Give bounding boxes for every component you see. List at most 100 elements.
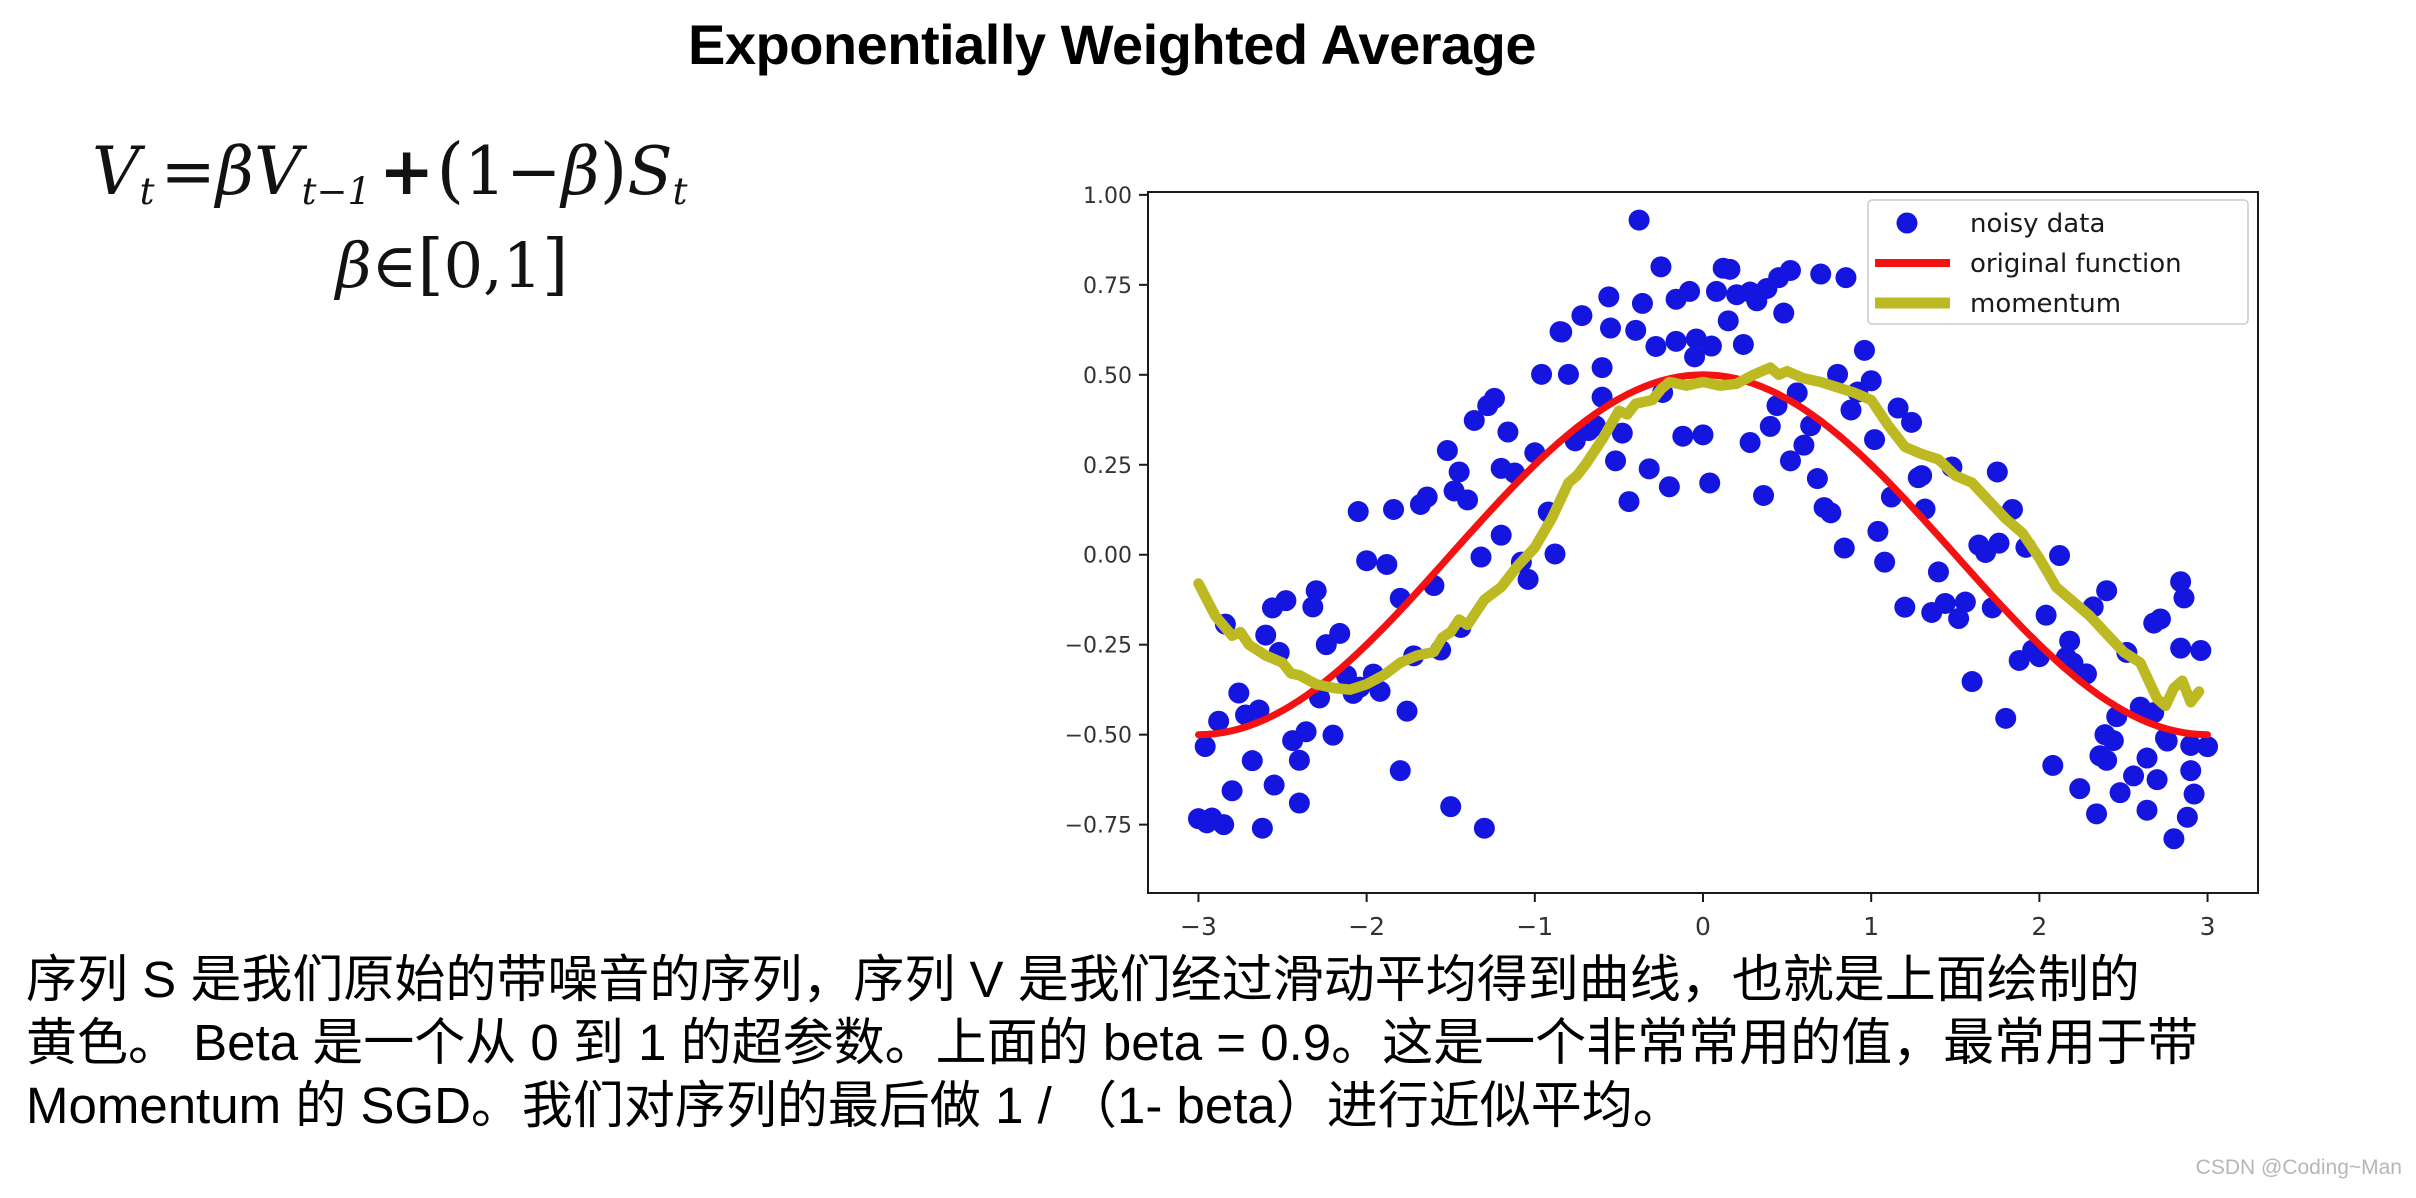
scatter-point [1759, 415, 1781, 437]
x-tick-label: 1 [1863, 912, 1879, 940]
scatter-point [1356, 550, 1378, 572]
scatter-point [2180, 734, 2202, 756]
formula-token: ∈ [371, 229, 418, 302]
scatter-point [1517, 568, 1539, 590]
scatter-point [1221, 780, 1243, 802]
scatter-point [1927, 561, 1949, 583]
y-tick-label: 0.50 [1083, 364, 1132, 389]
scatter-point [1208, 710, 1230, 732]
scatter-point [1288, 792, 1310, 814]
scatter-point [2094, 724, 2116, 746]
scatter-point [1672, 425, 1694, 447]
chart-figure: 1.00 0.75 0.50 0.25 0.00 −0.25 −0.50 −0.75 −3 −2 −… [1056, 140, 2336, 940]
scatter-point [2035, 604, 2057, 626]
scatter-point [1806, 468, 1828, 490]
scatter-point [1732, 333, 1754, 355]
formula-token: β [215, 133, 254, 210]
scatter-point [1302, 596, 1324, 618]
scatter-point [1549, 321, 1571, 343]
scatter-point [1544, 543, 1566, 565]
scatter-point [2183, 783, 2205, 805]
scatter-point [1396, 700, 1418, 722]
scatter-point [1948, 608, 1970, 630]
scatter-point [1692, 424, 1714, 446]
scatter-point [1600, 317, 1621, 339]
scatter-point [1753, 484, 1775, 506]
scatter-point [1463, 409, 1485, 431]
scatter-point [1322, 724, 1344, 746]
scatter-point [1961, 671, 1983, 693]
y-tick-label: 0.25 [1083, 454, 1132, 479]
scatter-point [2176, 806, 2198, 828]
scatter-point [1329, 622, 1351, 644]
scatter-point [2096, 580, 2118, 602]
scatter-point [1241, 750, 1263, 772]
scatter-point [1490, 457, 1512, 479]
scatter-point [2096, 749, 2118, 771]
scatter-point [1557, 363, 1579, 385]
scatter-point [1650, 256, 1672, 278]
scatter-point [2170, 637, 2192, 659]
scatter-point [1213, 814, 1235, 836]
scatter-point [1591, 357, 1613, 379]
scatter-point [1810, 263, 1832, 285]
momentum-line [1193, 362, 2205, 712]
body-text-line: 黄色。 Beta 是一个从 0 到 1 的超参数。上面的 beta = 0.9。… [26, 1014, 2199, 1071]
formula-token: + [379, 132, 435, 210]
scatter-point [1490, 524, 1512, 546]
formula-token: t [672, 170, 688, 214]
formula-token: t [139, 170, 155, 214]
scatter-point [1440, 796, 1462, 818]
scatter-point [2190, 639, 2212, 661]
scatter-point [1631, 292, 1653, 314]
scatter-point [1934, 592, 1956, 614]
scatter-point [1954, 591, 1976, 613]
scatter-point [2069, 778, 2091, 800]
scatter-point [1571, 305, 1593, 327]
scatter-point [1369, 680, 1391, 702]
legend-label-2: momentum [1970, 289, 2121, 319]
scatter-point [1988, 532, 2010, 554]
body-text-line: 序列 S 是我们原始的带噪音的序列，序列 V 是我们经过滑动平均得到曲线，也就是… [26, 951, 2140, 1008]
scatter-point [1605, 450, 1627, 472]
scatter-point [1684, 346, 1706, 368]
scatter-point [1705, 280, 1727, 302]
scatter-point [1194, 736, 1216, 758]
scatter-point [2170, 571, 2192, 593]
chart-canvas: 1.00 0.75 0.50 0.25 0.00 −0.25 −0.50 −0.75 −3 −2 −… [1065, 184, 2259, 940]
x-tick-label: 3 [2200, 912, 2216, 940]
body-text: 序列 S 是我们原始的带噪音的序列，序列 V 是我们经过滑动平均得到曲线，也就是… [26, 948, 2198, 1137]
scatter-point [1251, 817, 1273, 839]
scatter-point [1376, 553, 1398, 575]
body-text-line: Momentum 的 SGD。我们对序列的最后做 1 / （1- beta）进行… [26, 1077, 1684, 1134]
scatter-point [1470, 546, 1492, 568]
formula-ewa: Vt=βVt−1 +(1−β)St β∈[0,1] [92, 128, 812, 303]
formula-token: 1 [464, 133, 507, 210]
scatter-point [1773, 302, 1795, 324]
scatter-point [1497, 421, 1519, 443]
y-tick-label: −0.25 [1065, 634, 1132, 659]
scatter-point [1625, 319, 1647, 341]
scatter-point [1628, 209, 1650, 231]
scatter-point [2086, 803, 2108, 825]
formula-line-2: β∈[0,1] [92, 225, 812, 303]
scatter-point [2049, 545, 2071, 567]
formula-token: β [561, 133, 600, 210]
scatter-point [1483, 387, 1505, 409]
y-tick-label: 0.00 [1083, 544, 1132, 569]
formula-token: = [160, 133, 216, 210]
scatter-point [1389, 760, 1411, 782]
x-tick-label: −1 [1516, 912, 1553, 940]
scatter-point [2180, 760, 2202, 782]
y-tick-label: −0.50 [1065, 724, 1132, 749]
scatter-point [1911, 465, 1933, 487]
scatter-point [2143, 612, 2165, 634]
x-tick-label: 0 [1695, 912, 1711, 940]
scatter-point [2059, 630, 2081, 652]
scatter-point [1228, 682, 1250, 704]
formula-token: t−1 [301, 170, 371, 214]
x-tick-label: 2 [2031, 912, 2047, 940]
scatter-point [1665, 288, 1687, 310]
scatter-point [1867, 520, 1889, 542]
